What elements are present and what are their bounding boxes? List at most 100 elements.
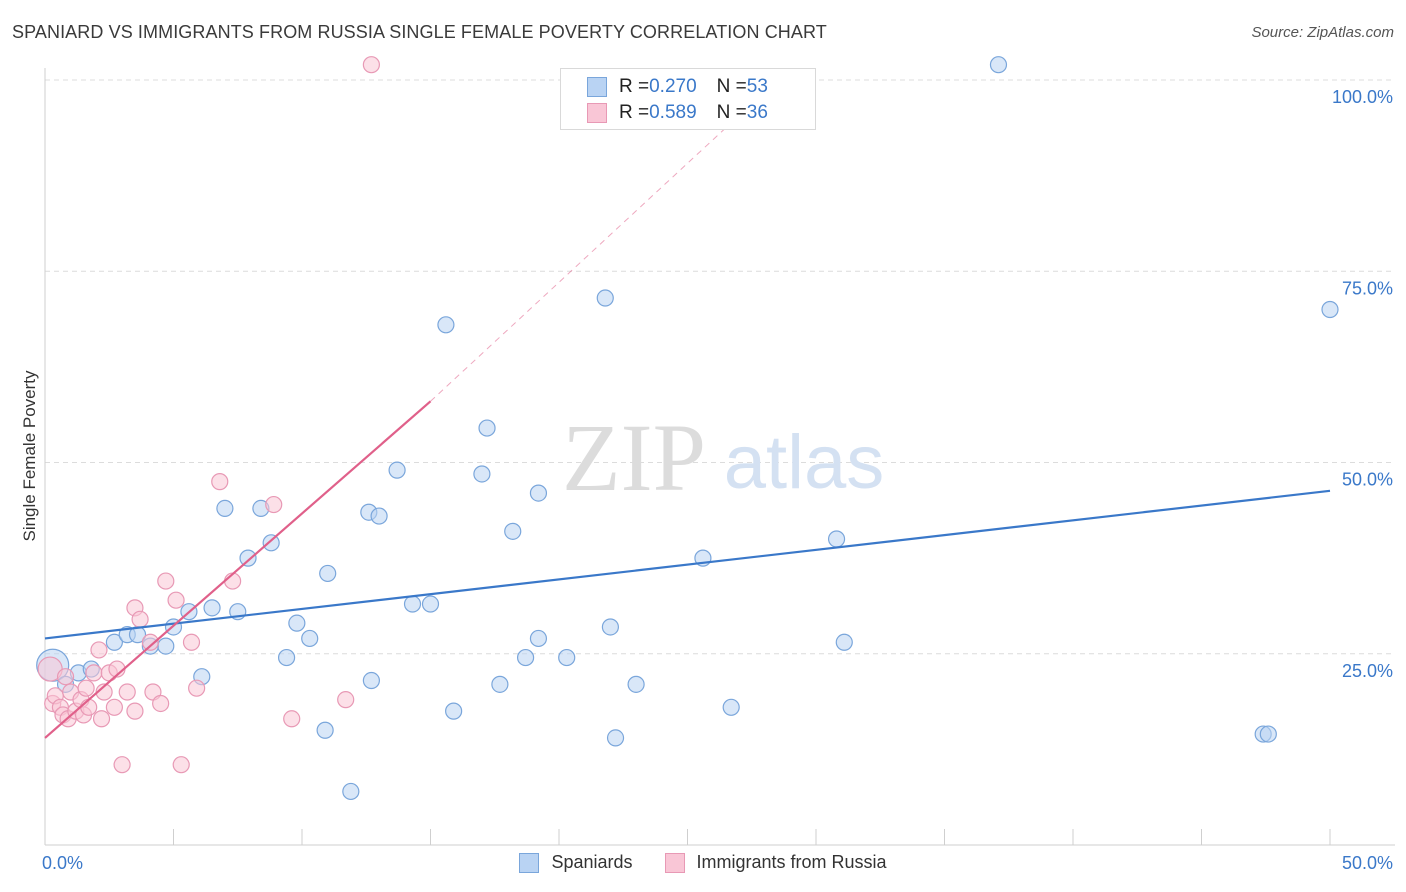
trend-line-russia (44, 400, 432, 739)
watermark: ZIP atlas (562, 404, 884, 511)
point-spaniards (491, 675, 509, 693)
point-spaniards (437, 316, 455, 334)
point-russia (265, 495, 283, 514)
tick-labels: 25.0% 50.0% 75.0% 100.0% 0.0% 50.0% (42, 87, 1393, 873)
point-spaniards (262, 534, 280, 552)
point-spaniards (516, 648, 535, 667)
point-spaniards (403, 595, 422, 613)
legend-n-label: N = (716, 76, 747, 97)
point-russia (77, 679, 95, 697)
point-spaniards (445, 702, 463, 720)
legend-n-value: 53 (746, 76, 768, 97)
y-tick-label: 50.0% (1342, 470, 1393, 490)
point-spaniards (606, 729, 625, 747)
point-russia (92, 710, 111, 728)
point-spaniards (301, 629, 319, 648)
legend-swatch-spaniards (519, 852, 540, 873)
point-spaniards (504, 522, 522, 540)
legend-label-spaniards: Spaniards (551, 852, 633, 872)
legend-n-value: 36 (746, 102, 768, 123)
legend-r-label: R = (619, 76, 650, 97)
legend-r-value: 0.270 (649, 76, 697, 97)
y-axis-label: Single Female Poverty (20, 370, 39, 542)
legend-row-spaniards: R = 0.270 N = 53 (587, 75, 768, 99)
point-russia (56, 668, 75, 686)
trend-lines (44, 79, 1331, 739)
legend-row-russia: R = 0.589 N = 36 (587, 101, 768, 125)
point-russia (126, 702, 144, 720)
point-spaniards (835, 633, 853, 651)
point-spaniards (421, 595, 440, 613)
point-russia (167, 591, 185, 609)
point-russia (188, 679, 206, 697)
series-legend: Spaniards Immigrants from Russia (0, 852, 1406, 873)
point-spaniards (203, 599, 221, 617)
point-spaniards (596, 289, 614, 307)
point-russia (157, 572, 175, 590)
point-spaniards (627, 675, 645, 693)
point-russia (118, 683, 136, 701)
point-spaniards (319, 564, 337, 583)
point-spaniards (239, 549, 257, 567)
point-spaniards (362, 671, 380, 690)
point-spaniards (529, 484, 548, 502)
point-russia (105, 698, 123, 716)
x-tick-label: 0.0% (42, 853, 83, 873)
point-spaniards (722, 698, 740, 716)
watermark-atlas: atlas (724, 420, 885, 505)
point-spaniards (157, 637, 175, 655)
point-spaniards (989, 56, 1008, 74)
point-spaniards (601, 618, 620, 636)
point-russia (337, 691, 355, 709)
y-tick-label: 25.0% (1342, 661, 1393, 681)
point-spaniards (529, 629, 548, 648)
point-spaniards (288, 614, 306, 632)
data-points (36, 56, 1339, 801)
point-russia (131, 610, 149, 628)
correlation-legend: R = 0.270 N = 53 R = 0.589 N = 36 (560, 68, 816, 130)
point-spaniards (827, 530, 846, 548)
point-spaniards (316, 721, 334, 739)
point-spaniards (216, 499, 234, 517)
point-russia (362, 56, 380, 74)
axes (44, 68, 1395, 846)
legend-label-russia: Immigrants from Russia (696, 852, 887, 872)
point-russia (141, 633, 159, 651)
point-spaniards (1259, 725, 1277, 743)
point-russia (182, 633, 201, 651)
point-russia (90, 641, 108, 659)
x-tick-label: 50.0% (1342, 853, 1393, 873)
chart-title: SPANIARD VS IMMIGRANTS FROM RUSSIA SINGL… (12, 22, 827, 42)
point-russia (113, 756, 131, 774)
point-russia (172, 756, 190, 774)
legend-swatch-spaniards (587, 77, 607, 97)
point-spaniards (558, 648, 576, 667)
point-spaniards (370, 507, 388, 525)
legend-item-russia: Immigrants from Russia (664, 852, 887, 873)
legend-swatch-russia (664, 852, 685, 873)
legend-r-value: 0.589 (649, 102, 697, 123)
point-spaniards (478, 419, 496, 437)
y-tick-label: 100.0% (1332, 87, 1393, 107)
point-russia (211, 473, 229, 491)
legend-n-label: N = (716, 102, 747, 123)
point-russia (283, 710, 301, 728)
watermark-zip: ZIP (562, 404, 706, 511)
point-spaniards (473, 465, 491, 483)
point-russia (85, 664, 103, 682)
point-russia (152, 694, 170, 713)
trend-line-spaniards (44, 489, 1331, 640)
point-spaniards (105, 633, 123, 651)
point-spaniards (342, 782, 360, 801)
point-spaniards (277, 648, 296, 667)
legend-r-label: R = (619, 102, 650, 123)
y-tick-label: 75.0% (1342, 278, 1393, 298)
point-russia (80, 698, 98, 716)
source-label: Source: ZipAtlas.com (1251, 24, 1394, 41)
point-spaniards (388, 461, 406, 479)
point-spaniards (1321, 300, 1339, 319)
trend-extension-russia (430, 79, 778, 402)
gridlines (45, 79, 1395, 655)
legend-swatch-russia (587, 103, 607, 123)
